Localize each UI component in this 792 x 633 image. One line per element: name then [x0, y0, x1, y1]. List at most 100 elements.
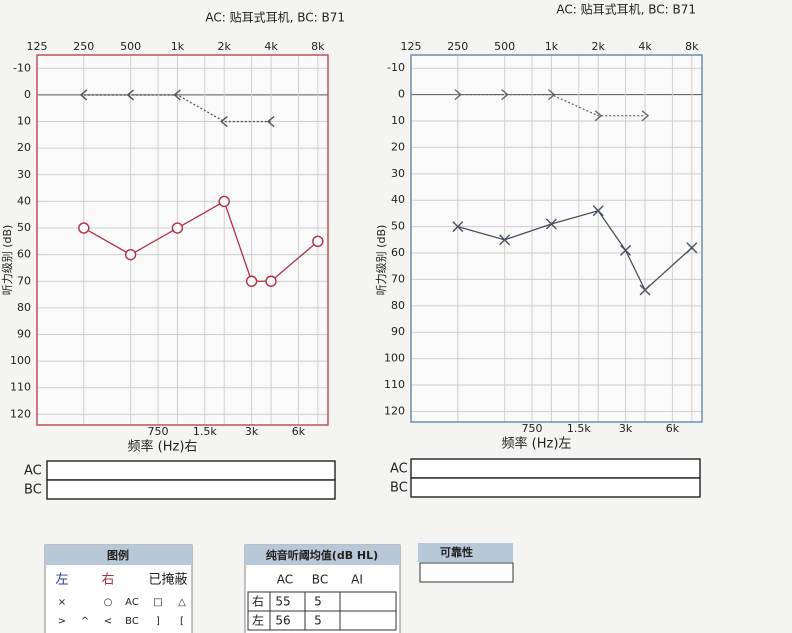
marker: [592, 205, 604, 217]
pta-cell: 5: [314, 614, 322, 628]
plot-frame: [36, 54, 329, 426]
marker: [265, 275, 277, 287]
y-tick-label: 80: [17, 301, 31, 314]
legend-column: 已掩蔽: [148, 573, 187, 588]
legend-symbol: AC: [125, 597, 139, 608]
legend-symbol: ]: [156, 616, 160, 627]
legend-symbol: ^: [81, 616, 89, 627]
y-tick-label: 40: [17, 194, 31, 207]
series-line: [457, 93, 646, 117]
x-tick-label: 500: [494, 40, 515, 53]
chart-title: AC: 贴耳式耳机, BC: B71: [205, 11, 345, 25]
x-tick-label: 2k: [218, 40, 232, 53]
y-tick-label: 80: [391, 299, 405, 312]
threshold-box: [410, 458, 701, 479]
chart-title: AC: 贴耳式耳机, BC: B71: [556, 3, 696, 17]
legend-symbol: △: [178, 597, 186, 608]
y-tick-label: 30: [17, 168, 31, 181]
legend-header: [45, 545, 192, 565]
y-tick-label: 120: [384, 404, 405, 417]
x-tick-label: 8k: [685, 40, 699, 53]
y-tick-label: 30: [391, 167, 405, 180]
x-tick-label: 8k: [311, 40, 325, 53]
x-tick-label: 750: [147, 425, 168, 438]
legend-symbol: ×: [58, 597, 66, 608]
y-tick-label: 0: [24, 88, 31, 101]
y-tick-label: 20: [17, 141, 31, 154]
y-axis-label: 听力级别 (dB): [375, 225, 388, 296]
marker: [594, 110, 603, 122]
y-tick-label: 10: [391, 114, 405, 127]
series-line: [83, 94, 272, 123]
reliability-box: [419, 562, 514, 583]
threshold-box: [46, 479, 336, 500]
y-tick-label: 120: [10, 407, 31, 420]
x-tick-label: 3k: [245, 425, 259, 438]
x-axis-label: 频率 (Hz)右: [128, 439, 198, 455]
x-tick-label: 6k: [292, 425, 306, 438]
y-tick-label: 0: [398, 88, 405, 101]
legend-symbol: ○: [104, 597, 113, 608]
y-tick-label: 100: [10, 354, 31, 367]
pta-title: 纯音听阈均值(dB HL): [266, 548, 378, 562]
marker: [686, 242, 698, 254]
marker: [173, 89, 181, 101]
marker: [171, 222, 184, 234]
y-tick-label: 110: [10, 381, 31, 394]
x-tick-label: 500: [120, 40, 141, 53]
marker: [79, 89, 88, 101]
marker: [641, 110, 650, 122]
marker: [220, 116, 228, 128]
pta-cell: 55: [275, 595, 290, 609]
y-tick-label: 110: [384, 378, 405, 391]
y-tick-label: -10: [387, 61, 405, 74]
marker: [124, 248, 137, 261]
y-tick-label: 10: [17, 115, 31, 128]
marker: [547, 89, 556, 101]
pta-column: AI: [351, 573, 363, 587]
y-tick-label: 50: [391, 220, 405, 233]
threshold-label: BC: [24, 483, 42, 498]
x-tick-label: 125: [27, 40, 48, 53]
pta-row: [247, 610, 397, 631]
threshold-box: [410, 477, 701, 498]
marker: [126, 89, 135, 101]
threshold-box: [46, 460, 336, 481]
legend-symbol: [: [180, 616, 184, 627]
marker: [620, 244, 632, 256]
y-tick-label: 60: [17, 248, 31, 261]
pta-cell: 左: [252, 613, 264, 628]
marker: [245, 275, 258, 287]
legend-title: 图例: [107, 548, 129, 562]
legend-symbol: BC: [125, 616, 139, 627]
x-axis-label: 频率 (Hz)左: [502, 436, 572, 452]
plot-area: [37, 55, 328, 425]
pta-cell: 5: [314, 595, 322, 609]
threshold-label: AC: [390, 462, 408, 477]
x-tick-label: 4k: [638, 40, 652, 53]
y-tick-label: 100: [384, 352, 405, 365]
legend-symbol: >: [58, 616, 66, 627]
x-tick-label: 250: [73, 40, 94, 53]
pta-cell: 56: [275, 614, 290, 628]
marker: [78, 222, 90, 234]
marker: [501, 89, 509, 101]
x-tick-label: 750: [521, 422, 542, 435]
threshold-label: BC: [390, 481, 408, 496]
marker: [454, 89, 462, 101]
marker: [218, 195, 230, 208]
x-tick-label: 2k: [592, 40, 606, 53]
pta-cell: 右: [252, 594, 264, 609]
reliability-header: [418, 543, 513, 562]
legend-symbol: □: [153, 597, 162, 608]
legend-column: 左: [55, 573, 68, 588]
x-tick-label: 1k: [545, 40, 559, 53]
y-tick-label: 70: [391, 272, 405, 285]
plot-area: [411, 55, 702, 422]
legend-column: 右: [101, 573, 114, 588]
x-tick-label: 4k: [264, 40, 278, 53]
x-tick-label: 1.5k: [193, 425, 217, 438]
x-tick-label: 1.5k: [567, 422, 591, 435]
marker: [639, 284, 651, 296]
